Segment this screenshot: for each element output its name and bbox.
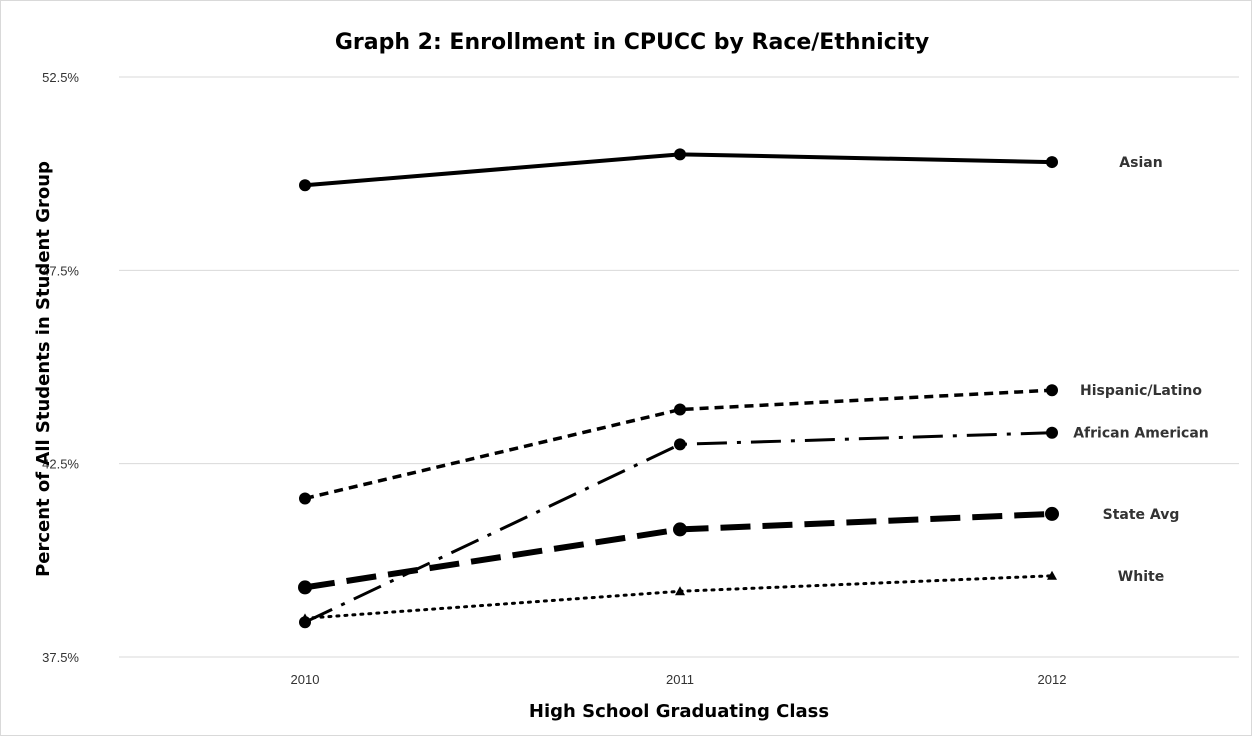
data-point-marker <box>299 492 311 505</box>
data-point-marker <box>300 613 310 623</box>
data-point-marker <box>674 438 686 451</box>
y-axis-ticks: 37.5% 42.5% 47.5% 52.5% <box>42 70 79 665</box>
gridlines <box>119 76 1239 658</box>
series-line-white <box>303 574 1054 620</box>
data-point-marker <box>1045 506 1059 521</box>
data-point-marker <box>1046 156 1058 169</box>
x-tick-label: 2011 <box>666 672 694 687</box>
y-tick-label: 47.5% <box>42 263 79 278</box>
x-axis-title: High School Graduating Class <box>529 701 829 722</box>
y-tick-label: 42.5% <box>42 457 79 472</box>
data-point-marker <box>1046 384 1058 397</box>
x-axis-ticks: 2010 2011 2012 <box>291 672 1067 687</box>
data-point-marker <box>674 148 686 161</box>
y-tick-label: 52.5% <box>42 70 79 85</box>
series-label: Hispanic/Latino <box>1080 383 1202 399</box>
data-point-marker <box>675 586 685 596</box>
x-tick-label: 2010 <box>291 672 320 687</box>
data-point-marker <box>1046 426 1058 439</box>
y-axis-title: Percent of All Students in Student Group <box>33 161 54 577</box>
series-line-african-american <box>304 431 1053 624</box>
y-tick-label: 37.5% <box>42 650 79 665</box>
series-label: White <box>1118 569 1164 585</box>
data-point-marker <box>673 522 687 537</box>
series-label: African American <box>1073 426 1209 442</box>
chart-title: Graph 2: Enrollment in CPUCC by Race/Eth… <box>335 30 929 55</box>
data-point-marker <box>1047 570 1057 580</box>
series-label: Asian <box>1119 155 1162 171</box>
series-lines <box>298 148 1059 629</box>
data-point-marker <box>298 580 312 595</box>
data-point-marker <box>674 403 686 416</box>
series-label: State Avg <box>1103 507 1180 523</box>
x-tick-label: 2012 <box>1038 672 1067 687</box>
data-point-marker <box>299 179 311 192</box>
series-labels: Asian Hispanic/Latino African American Stat… <box>1073 155 1209 585</box>
series-line-hispanic-latino <box>304 388 1053 501</box>
